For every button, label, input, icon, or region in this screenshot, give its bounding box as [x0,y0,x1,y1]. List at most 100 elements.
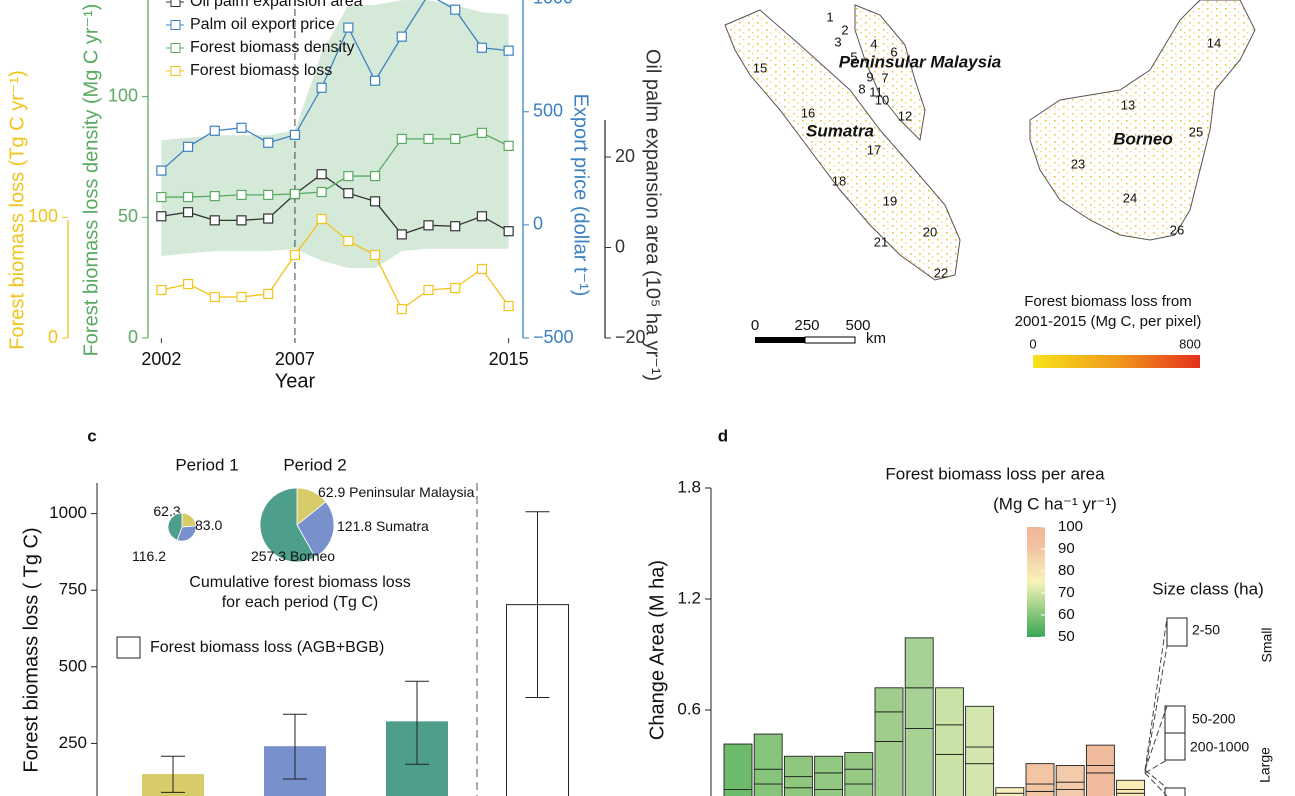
marker [343,22,354,33]
region-label: 2 [841,22,848,37]
region-label: 6 [890,44,897,59]
region-label: 20 [923,224,937,239]
region-label: 3 [834,34,841,49]
marker [450,221,461,232]
bar-segment [723,743,753,790]
colorbar-tick-label: 100 [1058,518,1083,535]
marker [182,191,194,203]
colorbar-title: 2001-2015 (Mg C, per pixel) [1015,313,1202,330]
pie-title: Period 2 [283,455,346,474]
region-label: 12 [898,108,912,123]
y-tick-label: 1.2 [677,588,701,607]
x-tick-label: 2007 [275,349,315,369]
marker [263,189,274,200]
pie-value: 83.0 [195,517,222,533]
marker [182,278,194,290]
guide-line [1144,645,1168,774]
marker [236,122,247,133]
region-label: 25 [1189,124,1203,139]
bar-segment [1025,763,1055,785]
bar-segment [723,789,753,796]
guide-line [1144,617,1168,771]
scale-bar [755,337,805,343]
pie-value: 257.3 [251,548,286,564]
y-tick-label: 500 [533,101,563,121]
borneo [1029,0,1256,241]
legend-label: Forest biomass density [190,39,355,56]
y-tick-label: 750 [59,580,87,599]
legend-marker [170,43,181,53]
pie-name: Peninsular Malaysia [349,484,474,500]
marker [316,169,327,180]
marker [476,211,488,222]
y-axis-label: Forest biomass loss ( Tg C) [20,527,42,772]
bar-segment [1085,744,1115,766]
y-tick-label: 1000 [533,0,573,7]
bar-segment [783,776,813,789]
region-label: 15 [753,60,767,75]
region-label: 14 [1207,35,1221,50]
bar-segment [1055,789,1085,796]
bar-segment [965,763,995,796]
region-label: 26 [1170,222,1184,237]
bar-segment [874,741,904,796]
size-legend-box [1164,787,1186,796]
region-label: 18 [832,173,846,188]
colorbar-tick-label: 50 [1058,628,1075,645]
legend-marker [170,20,181,30]
marker [156,211,167,222]
uncertainty-band [161,0,509,269]
region-label: 13 [1121,97,1135,112]
bar-segment [814,755,844,774]
y-tick-label: 20 [615,146,635,166]
bar-segment [874,711,904,742]
bar-segment [904,728,934,796]
region-label: 23 [1071,156,1085,171]
marker [503,226,514,237]
marker [182,207,194,218]
marker [209,190,220,202]
region-label: 21 [874,234,888,249]
legend-label: Palm oil export price [190,16,335,33]
scale-label: 250 [794,317,819,334]
pie-label: 121.8 Sumatra [337,518,429,534]
marker [289,129,301,140]
legend-label: Forest biomass loss (AGB+BGB) [150,639,384,656]
region-label: 1 [826,9,833,24]
scale-label: 0 [751,317,759,334]
bar-segment [814,772,844,791]
y-axis-label: Oil palm expansion area (10⁵ ha yr⁻¹) [642,49,664,381]
legend-marker [170,66,181,76]
bar-segment [844,752,874,770]
marker [343,235,354,247]
region-label: 4 [870,36,877,51]
size-legend-label: 2-50 [1192,622,1220,638]
pie-value: 116.2 [132,548,166,564]
colorbar-tick-label: 90 [1058,540,1075,557]
scale-unit: km [866,330,886,347]
marker [396,303,407,315]
y-tick-label: 0 [48,327,58,347]
bar-segment [934,724,964,755]
bar-segment [934,753,964,796]
region-label: 7 [881,70,888,85]
bar-segment [874,687,904,713]
marker [316,186,327,198]
pie-slice [296,501,335,558]
marker [369,75,381,86]
bar-segment [934,687,964,726]
marker [316,213,327,225]
marker [476,127,488,138]
legend-box [116,636,141,659]
bar-segment [965,705,995,748]
size-legend-label: 200-1000 [1190,739,1249,755]
region-label: 22 [934,265,948,280]
island-label: Sumatra [806,121,874,140]
bar-segment [904,637,934,689]
y-tick-label: 100 [28,206,58,226]
bar-segment [904,687,934,729]
marker [396,229,407,240]
marker [503,300,514,312]
bar-segment [753,733,783,770]
guide-line [1144,772,1168,796]
